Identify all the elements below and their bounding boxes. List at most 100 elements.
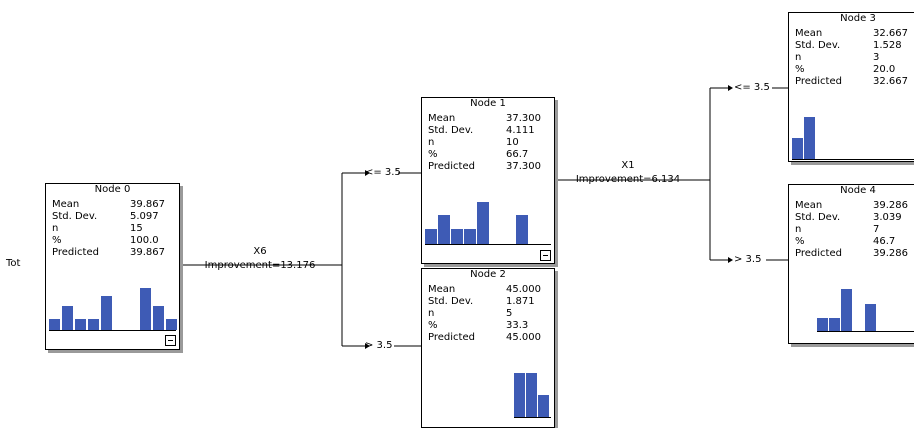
node-histogram [817, 289, 914, 332]
histogram-bar [538, 395, 549, 417]
split-variable-x6: X6 [253, 246, 267, 257]
collapse-toggle-icon[interactable] [540, 250, 551, 261]
histogram-bar [516, 215, 528, 244]
std-value: 1.528 [873, 40, 902, 51]
n-label: n [428, 137, 435, 148]
histogram-bar [792, 138, 803, 159]
histogram-bar [425, 229, 437, 244]
std-label: Std. Dev. [795, 40, 841, 51]
predicted-label: Predicted [428, 161, 475, 172]
histogram-bar [526, 373, 537, 417]
n-value: 10 [506, 137, 519, 148]
std-label: Std. Dev. [52, 211, 98, 222]
percent-label: % [428, 149, 438, 160]
node-title: Node 0 [94, 184, 131, 195]
histogram-bar [438, 215, 450, 244]
histogram-bar [464, 229, 476, 244]
percent-value: 46.7 [873, 236, 896, 247]
split-improvement-x1: Improvement=6.134 [575, 174, 681, 185]
n-label: n [428, 308, 435, 319]
histogram-bar [49, 319, 60, 330]
tree-node-3[interactable]: Node 3 Mean 32.667 Std. Dev. 1.528 n 3 % 20.… [788, 12, 914, 162]
predicted-value: 32.667 [873, 76, 908, 87]
node-title: Node 2 [470, 269, 506, 280]
percent-label: % [795, 64, 805, 75]
n-label: n [795, 224, 802, 235]
node-title: Node 3 [840, 13, 876, 24]
histogram-bar [817, 318, 828, 331]
histogram-bar [75, 319, 86, 330]
n-value: 5 [506, 308, 513, 319]
std-value: 1.871 [506, 296, 535, 307]
node-histogram [792, 117, 914, 160]
arrowhead-b3 [728, 85, 733, 91]
mean-label: Mean [52, 199, 80, 210]
n-label: n [52, 223, 59, 234]
std-label: Std. Dev. [428, 296, 474, 307]
histogram-bar [514, 373, 525, 417]
histogram-bar [829, 318, 840, 331]
std-value: 3.039 [873, 212, 902, 223]
predicted-label: Predicted [428, 332, 475, 343]
n-value: 7 [873, 224, 880, 235]
mean-value: 32.667 [873, 28, 908, 39]
branch-label-le-x1: <= 3.5 [734, 82, 770, 93]
node-histogram [514, 373, 551, 418]
mean-value: 37.300 [506, 113, 541, 124]
percent-value: 66.7 [506, 149, 529, 160]
root-label: Tot [6, 258, 21, 269]
branch-label-gt-x6: > 3.5 [365, 340, 393, 351]
percent-label: % [795, 236, 805, 247]
collapse-toggle-icon[interactable] [165, 335, 176, 346]
node-title: Node 4 [840, 185, 876, 196]
node-title: Node 1 [470, 98, 506, 109]
predicted-value: 39.867 [130, 247, 165, 258]
branch-label-gt-x1: > 3.5 [734, 254, 762, 265]
std-value: 4.111 [506, 125, 535, 136]
n-value: 3 [873, 52, 880, 63]
split-variable-x1: X1 [621, 160, 635, 171]
arrowhead-b4 [728, 257, 733, 263]
tree-node-1[interactable]: Node 1 Mean 37.300 Std. Dev. 4.111 n 10 % 66… [421, 97, 555, 264]
histogram-bar [841, 289, 852, 331]
n-label: n [795, 52, 802, 63]
mean-label: Mean [428, 284, 456, 295]
mean-value: 39.286 [873, 200, 908, 211]
std-value: 5.097 [130, 211, 159, 222]
histogram-bar [101, 296, 112, 330]
predicted-label: Predicted [52, 247, 99, 258]
mean-label: Mean [428, 113, 456, 124]
tree-node-2[interactable]: Node 2 Mean 45.000 Std. Dev. 1.871 n 5 % 33.… [421, 268, 555, 428]
percent-value: 33.3 [506, 320, 529, 331]
n-value: 15 [130, 223, 143, 234]
histogram-bar [865, 304, 876, 331]
histogram-bar [140, 288, 151, 330]
histogram-bar [153, 306, 164, 330]
mean-label: Mean [795, 200, 823, 211]
split-improvement-x6: Improvement=13.176 [204, 260, 316, 271]
mean-value: 45.000 [506, 284, 541, 295]
mean-value: 39.867 [130, 199, 165, 210]
std-label: Std. Dev. [795, 212, 841, 223]
histogram-bar [62, 306, 73, 330]
predicted-label: Predicted [795, 248, 842, 259]
predicted-value: 45.000 [506, 332, 541, 343]
tree-node-4[interactable]: Node 4 Mean 39.286 Std. Dev. 3.039 n 7 % 46.… [788, 184, 914, 344]
histogram-bar [477, 202, 489, 244]
std-label: Std. Dev. [428, 125, 474, 136]
histogram-bar [166, 319, 177, 330]
predicted-value: 39.286 [873, 248, 908, 259]
tree-node-0[interactable]: Node 0 Mean 39.867 Std. Dev. 5.097 n 15 % 10… [45, 183, 180, 350]
arrowhead-b2 [365, 343, 370, 349]
histogram-bar [451, 229, 463, 244]
percent-label: % [428, 320, 438, 331]
tree-connectors [180, 85, 788, 349]
arrowhead-b1 [365, 170, 370, 176]
histogram-bar [88, 319, 99, 330]
percent-value: 20.0 [873, 64, 896, 75]
predicted-label: Predicted [795, 76, 842, 87]
branch-label-le-x6: <= 3.5 [365, 167, 401, 178]
percent-label: % [52, 235, 62, 246]
node-histogram [425, 202, 551, 245]
mean-label: Mean [795, 28, 823, 39]
